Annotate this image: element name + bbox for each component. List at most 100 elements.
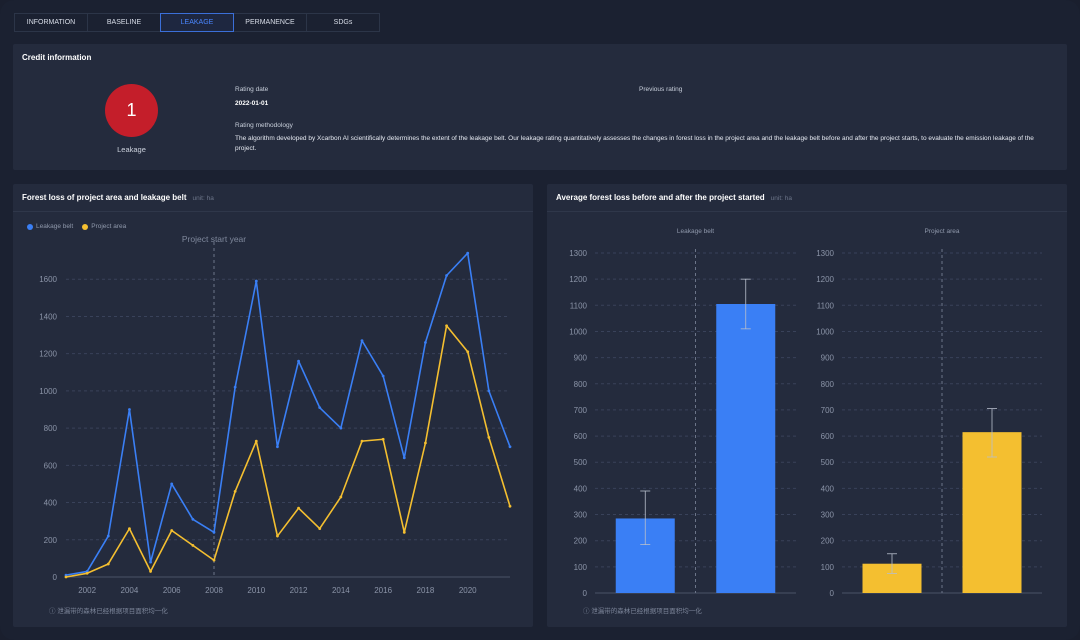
y-tick-label: 100 <box>821 563 835 572</box>
y-tick-label: 600 <box>44 461 58 470</box>
bar-chart-subtitle: Leakage belt <box>677 228 714 235</box>
line-legend[interactable]: Leakage belt Project area <box>27 223 126 230</box>
project-start-annotation: Project start year <box>182 234 246 244</box>
leakage-belt-point <box>402 456 406 460</box>
tab-information[interactable]: INFORMATION <box>14 13 88 32</box>
y-tick-label: 1300 <box>569 249 587 258</box>
project-area-point <box>466 350 470 354</box>
project-area-point <box>85 571 89 575</box>
project-area-point <box>487 436 491 439</box>
project-area-point <box>233 489 237 493</box>
previous-rating-label: Previous rating <box>639 86 683 93</box>
leakage-belt-point <box>191 517 195 521</box>
x-tick-label: 2008 <box>205 586 223 595</box>
rating-date-value: 2022-01-01 <box>235 100 269 107</box>
project-area-point <box>318 527 322 531</box>
leakage-belt-point <box>212 530 216 534</box>
x-tick-label: 2004 <box>121 586 139 595</box>
y-tick-label: 0 <box>830 589 835 598</box>
leakage-belt-point <box>466 251 470 255</box>
leakage-belt-line <box>65 252 511 576</box>
project-area-point <box>64 575 68 579</box>
y-tick-label: 300 <box>574 511 588 520</box>
project-area-point <box>128 527 131 531</box>
credit-panel-title: Credit information <box>22 53 92 62</box>
project-area-point <box>445 324 448 328</box>
leakage-belt-point <box>276 445 279 449</box>
legend-label-project: Project area <box>91 223 127 230</box>
x-tick-label: 2014 <box>332 586 350 595</box>
y-tick-label: 0 <box>53 573 58 582</box>
tab-sdgs[interactable]: SDGs <box>306 13 380 32</box>
y-tick-label: 800 <box>821 380 835 389</box>
panel-divider <box>547 211 1067 212</box>
rating-badge: 1 <box>105 84 158 137</box>
y-tick-label: 900 <box>821 354 835 363</box>
project-area-point <box>170 529 174 532</box>
average-forest-loss-panel: Average forest loss before and after the… <box>547 184 1067 627</box>
project-area-point <box>106 562 110 566</box>
y-tick-label: 200 <box>821 537 835 546</box>
project-area-point <box>254 439 258 443</box>
y-tick-label: 900 <box>574 354 588 363</box>
legend-dot-leakage <box>27 223 33 230</box>
forest-loss-title-text: Forest loss of project area and leakage … <box>22 193 187 202</box>
y-tick-label: 600 <box>821 432 835 441</box>
leakage-belt-point <box>339 426 343 430</box>
y-tick-label: 1200 <box>816 275 834 284</box>
project-area-point <box>360 439 364 443</box>
tab-baseline[interactable]: BASELINE <box>87 13 161 32</box>
project-area-point <box>191 543 195 547</box>
y-tick-label: 1200 <box>39 350 57 359</box>
x-tick-label: 2006 <box>163 586 181 595</box>
y-tick-label: 1000 <box>816 327 834 336</box>
y-tick-label: 500 <box>574 458 588 467</box>
project-area-point <box>424 441 427 445</box>
normalization-note: ⓘ 泄漏带的森林已经根据项目面积均一化 <box>583 608 702 615</box>
y-tick-label: 1300 <box>816 249 834 258</box>
y-tick-label: 1600 <box>39 275 57 284</box>
average-loss-title: Average forest loss before and after the… <box>556 193 792 202</box>
y-tick-label: 0 <box>583 589 588 598</box>
y-tick-label: 800 <box>574 380 588 389</box>
y-tick-label: 300 <box>821 511 835 520</box>
tab-permanence[interactable]: PERMANENCE <box>233 13 307 32</box>
bar-chart-subtitle: Project area <box>924 228 959 235</box>
y-tick-label: 1100 <box>570 301 588 310</box>
y-tick-label: 800 <box>44 424 58 433</box>
leakage-belt-point <box>424 341 427 344</box>
x-tick-label: 2010 <box>247 586 265 595</box>
x-tick-label: 2018 <box>417 586 435 595</box>
leakage-belt-point <box>445 274 448 277</box>
tab-bar: INFORMATION BASELINE LEAKAGE PERMANENCE … <box>14 13 380 32</box>
credit-information-panel: Credit information 1 Leakage Rating date… <box>13 44 1067 170</box>
leakage-belt-point <box>106 534 110 538</box>
leakage-belt-point <box>487 389 491 393</box>
x-tick-label: 2012 <box>290 586 308 595</box>
y-tick-label: 1100 <box>817 301 835 310</box>
leakage-belt-point <box>254 279 258 283</box>
rating-badge-label: Leakage <box>117 145 146 154</box>
legend-dot-project <box>82 223 89 230</box>
y-tick-label: 1400 <box>39 312 57 321</box>
y-tick-label: 400 <box>574 484 588 493</box>
project-area-point <box>276 534 279 538</box>
project-area-point <box>402 530 406 534</box>
y-tick-label: 600 <box>574 432 588 441</box>
project-area-bar-chart: Project area 0 100 200 300 400 500 600 700 800 900… <box>816 228 1042 598</box>
forest-loss-line-chart: 0 200 400 600 800 1000 1200 1400 1600 2002 2004 200… <box>39 234 512 595</box>
leakage-belt-point <box>149 560 152 564</box>
project-area-point <box>381 437 385 441</box>
bar-after <box>962 432 1022 593</box>
bar-after <box>716 304 776 593</box>
y-tick-label: 200 <box>44 536 58 545</box>
tab-leakage[interactable]: LEAKAGE <box>160 13 234 32</box>
average-loss-title-text: Average forest loss before and after the… <box>556 193 765 202</box>
y-tick-label: 200 <box>574 537 588 546</box>
y-tick-label: 400 <box>821 484 835 493</box>
normalization-note: ⓘ 泄漏带的森林已经根据项目面积均一化 <box>49 608 168 615</box>
y-tick-label: 700 <box>574 406 588 415</box>
y-tick-label: 500 <box>821 458 835 467</box>
leakage-belt-bar-chart: Leakage belt 0 100 200 300 400 500 600 700 800 900… <box>569 228 796 598</box>
